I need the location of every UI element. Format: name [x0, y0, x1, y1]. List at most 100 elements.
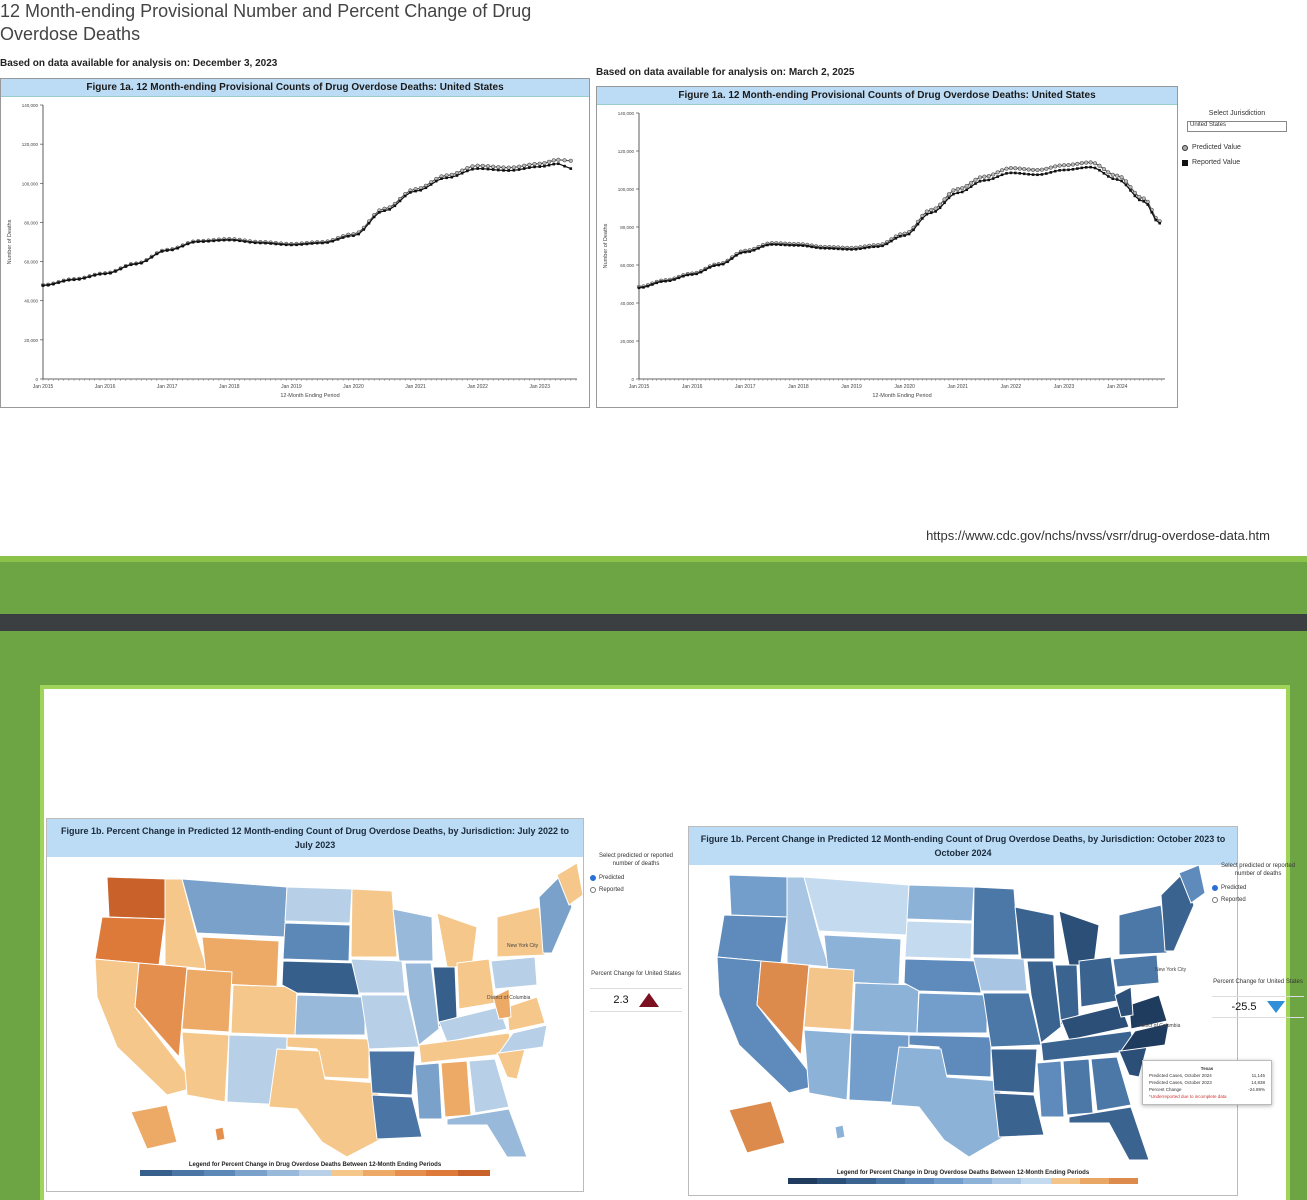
slide-divider-bar — [0, 614, 1307, 631]
reported-point — [912, 228, 915, 232]
reported-point — [233, 238, 236, 242]
reported-point — [1009, 171, 1013, 175]
reported-point — [429, 183, 433, 186]
right-line-chart-panel: Figure 1a. 12 Month-ending Provisional C… — [596, 86, 1178, 408]
reported-point — [828, 247, 831, 250]
predicted-point — [1026, 167, 1031, 172]
reported-point — [757, 246, 760, 250]
state-kansas — [294, 994, 366, 1036]
reported-point — [1093, 166, 1097, 170]
reported-point — [269, 242, 272, 245]
reported-point — [52, 282, 55, 286]
reported-point — [721, 262, 725, 266]
predicted-point — [924, 209, 929, 214]
legend-color-swatch — [1050, 1178, 1080, 1184]
left-option-predicted[interactable]: Predicted — [590, 874, 682, 882]
state-pennsylvania — [490, 956, 538, 990]
y-tick-label: 140,000 — [22, 103, 39, 108]
reported-point — [362, 228, 366, 231]
right-chart-title: Figure 1a. 12 Month-ending Provisional C… — [597, 87, 1177, 105]
reported-point — [41, 284, 45, 287]
reported-point — [1014, 171, 1017, 175]
state-wisconsin — [1014, 906, 1056, 960]
right-option-predicted[interactable]: Predicted — [1212, 884, 1304, 892]
reported-point — [563, 164, 566, 168]
reported-point — [779, 243, 782, 247]
reported-point — [424, 186, 428, 190]
state-hawaii — [214, 1126, 226, 1142]
left-map-panel: Figure 1b. Percent Change in Predicted 1… — [46, 818, 584, 1192]
predicted-point — [506, 165, 511, 170]
legend-reported[interactable]: Reported Value — [1182, 159, 1292, 166]
predicted-point — [1057, 163, 1062, 168]
reported-point — [466, 169, 469, 173]
y-tick-label: 80,000 — [24, 220, 38, 225]
reported-point — [419, 188, 423, 192]
x-axis-label: 12-Month Ending Period — [280, 393, 339, 399]
state-minnesota — [350, 888, 398, 958]
reported-point — [872, 245, 875, 249]
reported-point — [907, 232, 911, 236]
reported-point — [372, 215, 376, 219]
jurisdiction-select[interactable]: United States — [1187, 121, 1287, 132]
reported-point — [974, 182, 977, 185]
reported-point — [155, 252, 159, 256]
legend-color-swatch — [875, 1178, 905, 1184]
source-url[interactable]: https://www.cdc.gov/nchs/nvss/vsrr/drug-… — [926, 528, 1270, 543]
reported-point — [476, 167, 479, 170]
left-us-map[interactable] — [47, 857, 584, 1158]
predicted-point — [465, 166, 470, 171]
state-south-carolina — [496, 1048, 526, 1080]
predicted-point — [955, 186, 960, 192]
predicted-point — [485, 164, 491, 169]
slide-frame-accent — [0, 556, 1307, 562]
reported-point — [668, 279, 672, 283]
reported-point — [956, 191, 960, 195]
reported-point — [1049, 171, 1053, 174]
state-arizona — [803, 1029, 852, 1101]
state-north-carolina — [497, 1024, 548, 1054]
state-texas — [268, 1048, 386, 1158]
radio-unselected-icon — [1212, 897, 1218, 903]
reported-point — [497, 168, 500, 172]
y-axis-label: Number of Deaths — [7, 219, 13, 264]
state-ohio — [1078, 956, 1118, 1008]
state-alabama — [440, 1060, 472, 1118]
y-tick-label: 0 — [631, 377, 634, 382]
state-kentucky — [438, 1006, 508, 1043]
reported-point — [1071, 167, 1075, 171]
predicted-point — [532, 161, 537, 167]
left-map-deaths-selector: Select predicted or reported number of d… — [590, 852, 682, 894]
right-option-reported[interactable]: Reported — [1212, 896, 1304, 904]
reported-point — [481, 167, 485, 171]
reported-point — [207, 239, 210, 243]
right-select-text: Select predicted or reported number of d… — [1220, 863, 1296, 877]
state-new-york — [1118, 904, 1168, 956]
left-option-reported[interactable]: Reported — [590, 886, 682, 894]
state-virginia — [506, 996, 546, 1032]
reported-point — [938, 206, 942, 210]
y-tick-label: 60,000 — [24, 260, 38, 265]
reported-point — [987, 178, 991, 182]
state-oregon — [94, 916, 166, 966]
predicted-point — [1031, 167, 1036, 172]
reported-point — [739, 251, 743, 255]
reported-point — [726, 260, 729, 264]
right-line-chart: 0 20,000 40,000 60,000 80,000 100,000 120,000 1… — [603, 111, 1165, 399]
radio-selected-icon — [1212, 885, 1218, 891]
reported-point — [165, 249, 169, 252]
reported-point — [160, 250, 164, 253]
x-tick-label: Jan 2017 — [157, 384, 178, 390]
tooltip-title: Texas — [1200, 1066, 1214, 1071]
right-us-map[interactable] — [689, 864, 1237, 1165]
reported-point — [841, 247, 844, 251]
decrease-arrow-icon — [1266, 1001, 1285, 1013]
y-tick-label: 100,000 — [618, 187, 635, 192]
page-title: 12 Month-ending Provisional Number and P… — [0, 1, 532, 44]
reported-point — [1084, 166, 1088, 169]
predicted-point — [1004, 166, 1009, 171]
legend-color-swatch — [235, 1170, 268, 1176]
state-georgia — [1090, 1056, 1132, 1112]
legend-predicted[interactable]: Predicted Value — [1182, 144, 1292, 151]
reported-point — [119, 267, 122, 271]
